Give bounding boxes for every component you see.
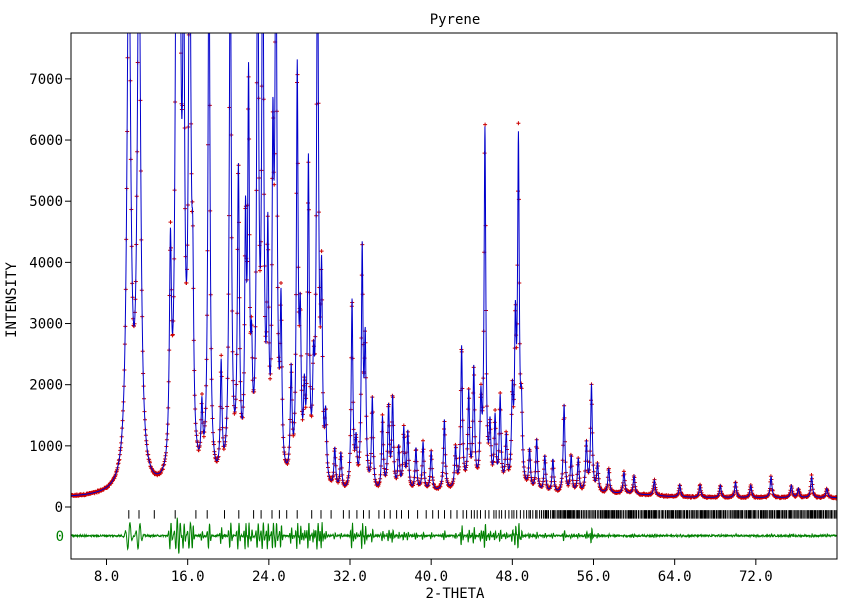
y-tick-label: 3000	[29, 317, 63, 333]
y-tick-label: 5000	[29, 194, 63, 210]
x-tick-label: 48.0	[495, 569, 529, 585]
y-tick-label: 1000	[29, 439, 63, 455]
y-tick-label: 2000	[29, 378, 63, 394]
x-tick-label: 56.0	[577, 569, 611, 585]
x-tick-label: 64.0	[658, 569, 692, 585]
difference-zero-label: 0	[56, 529, 64, 545]
x-axis: 8.0 16.0 24.0 32.0 40.0 48.0 56.0 64.0 72.0	[94, 559, 773, 585]
x-tick-label: 16.0	[171, 569, 205, 585]
y-tick-label: 7000	[29, 72, 63, 88]
calculated-line	[71, 33, 837, 499]
x-tick-label: 72.0	[739, 569, 773, 585]
x-axis-label: 2-THETA	[425, 586, 485, 602]
reflection-tick-marks	[128, 510, 837, 519]
data-series	[71, 33, 837, 554]
y-axis: 0 1000 2000 3000 4000 5000 6000 7000	[29, 72, 71, 516]
y-axis-label: INTENSITY	[4, 262, 20, 338]
plot-frame	[70, 32, 838, 560]
x-tick-label: 32.0	[333, 569, 367, 585]
chart-title: Pyrene	[430, 12, 481, 28]
y-tick-label: 0	[55, 500, 63, 516]
x-tick-label: 24.0	[252, 569, 286, 585]
x-tick-label: 8.0	[94, 569, 119, 585]
reflection-ticks	[128, 510, 837, 519]
y-tick-label: 6000	[29, 133, 63, 149]
y-tick-label: 4000	[29, 255, 63, 271]
plot-area	[71, 33, 837, 554]
x-tick-label: 40.0	[414, 569, 448, 585]
difference-line	[71, 517, 837, 554]
